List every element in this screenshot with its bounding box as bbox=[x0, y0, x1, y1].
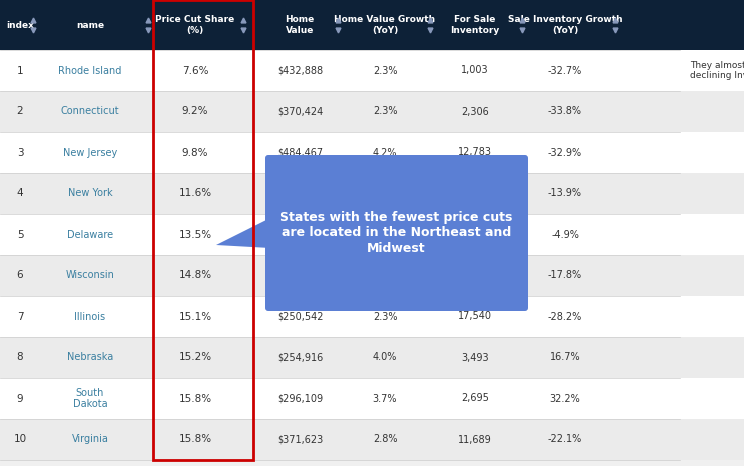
Text: 9,228: 9,228 bbox=[461, 270, 489, 281]
Text: -32.9%: -32.9% bbox=[548, 148, 582, 158]
Bar bbox=[0, 214, 744, 255]
Text: -22.1%: -22.1% bbox=[548, 434, 582, 445]
Text: -13.9%: -13.9% bbox=[548, 189, 582, 199]
Text: -32.7%: -32.7% bbox=[548, 66, 582, 75]
Text: 4.1%: 4.1% bbox=[373, 270, 397, 281]
Text: 2.3%: 2.3% bbox=[373, 66, 397, 75]
Text: Delaware: Delaware bbox=[67, 229, 113, 240]
Text: Nebraska: Nebraska bbox=[67, 352, 113, 363]
Text: New Jersey: New Jersey bbox=[63, 148, 117, 158]
Text: 1,003: 1,003 bbox=[461, 66, 489, 75]
Text: -33.8%: -33.8% bbox=[548, 107, 582, 116]
Text: South
Dakota: South Dakota bbox=[73, 388, 107, 409]
Text: 11.6%: 11.6% bbox=[179, 189, 211, 199]
Text: 32.2%: 32.2% bbox=[550, 393, 580, 404]
Bar bbox=[0, 296, 744, 337]
Text: 15.2%: 15.2% bbox=[179, 352, 211, 363]
Text: -28.2%: -28.2% bbox=[548, 311, 582, 322]
Text: 2.3%: 2.3% bbox=[373, 311, 397, 322]
Text: 2,695: 2,695 bbox=[461, 393, 489, 404]
Bar bbox=[0, 0, 744, 50]
Text: Illinois: Illinois bbox=[74, 311, 106, 322]
Text: $371,623: $371,623 bbox=[277, 434, 323, 445]
Text: $441,462: $441,462 bbox=[277, 189, 323, 199]
Text: For Sale
Inventory: For Sale Inventory bbox=[450, 15, 500, 34]
Text: 9: 9 bbox=[16, 393, 23, 404]
Bar bbox=[0, 255, 744, 296]
Text: 10: 10 bbox=[13, 434, 27, 445]
Text: Home
Value: Home Value bbox=[286, 15, 315, 34]
Text: They almost all have
declining Inventory: They almost all have declining Inventory bbox=[690, 61, 744, 80]
Polygon shape bbox=[216, 218, 270, 248]
Text: $432,888: $432,888 bbox=[277, 66, 323, 75]
Text: 3.7%: 3.7% bbox=[373, 393, 397, 404]
Text: 9.8%: 9.8% bbox=[182, 148, 208, 158]
Text: 16.7%: 16.7% bbox=[550, 352, 580, 363]
Text: 3: 3 bbox=[16, 148, 23, 158]
Text: Wisconsin: Wisconsin bbox=[65, 270, 115, 281]
Text: 4.0%: 4.0% bbox=[373, 352, 397, 363]
Text: -17.8%: -17.8% bbox=[548, 270, 582, 281]
Text: Home Value Growth
(YoY): Home Value Growth (YoY) bbox=[335, 15, 435, 34]
Text: Virginia: Virginia bbox=[71, 434, 109, 445]
Bar bbox=[0, 91, 744, 132]
Text: 4: 4 bbox=[16, 189, 23, 199]
Text: index: index bbox=[6, 21, 34, 29]
Text: $370,424: $370,424 bbox=[277, 107, 323, 116]
Text: $254,916: $254,916 bbox=[277, 352, 323, 363]
Text: 2: 2 bbox=[16, 107, 23, 116]
Bar bbox=[0, 132, 744, 173]
Bar bbox=[0, 173, 744, 214]
Text: 3,493: 3,493 bbox=[461, 352, 489, 363]
Text: 6: 6 bbox=[16, 270, 23, 281]
Text: $370,405: $370,405 bbox=[277, 229, 323, 240]
Text: 2,306: 2,306 bbox=[461, 107, 489, 116]
Text: 2.3%: 2.3% bbox=[373, 107, 397, 116]
Text: 2.8%: 2.8% bbox=[373, 189, 397, 199]
Text: 17,540: 17,540 bbox=[458, 311, 492, 322]
Text: 4.2%: 4.2% bbox=[373, 148, 397, 158]
Text: $484,467: $484,467 bbox=[277, 148, 323, 158]
Text: 15.8%: 15.8% bbox=[179, 393, 211, 404]
Text: States with the fewest price cuts
are located in the Northeast and
Midwest: States with the fewest price cuts are lo… bbox=[280, 212, 513, 254]
Text: 7.6%: 7.6% bbox=[182, 66, 208, 75]
Text: $250,542: $250,542 bbox=[277, 311, 323, 322]
Text: New York: New York bbox=[68, 189, 112, 199]
Text: Rhode Island: Rhode Island bbox=[58, 66, 122, 75]
Text: -4.9%: -4.9% bbox=[551, 229, 579, 240]
Text: 11,689: 11,689 bbox=[458, 434, 492, 445]
Text: 8: 8 bbox=[16, 352, 23, 363]
Bar bbox=[0, 337, 744, 378]
Text: 15.8%: 15.8% bbox=[179, 434, 211, 445]
Text: $296,109: $296,109 bbox=[277, 393, 323, 404]
Text: 14.8%: 14.8% bbox=[179, 270, 211, 281]
Bar bbox=[0, 378, 744, 419]
Text: Connecticut: Connecticut bbox=[61, 107, 119, 116]
Bar bbox=[0, 50, 744, 91]
Text: Price Cut Share
(%): Price Cut Share (%) bbox=[155, 15, 234, 34]
Text: 9.2%: 9.2% bbox=[182, 107, 208, 116]
Bar bbox=[0, 419, 744, 460]
Text: 1: 1 bbox=[16, 66, 23, 75]
Text: 1,888: 1,888 bbox=[461, 229, 489, 240]
Text: 13.5%: 13.5% bbox=[179, 229, 211, 240]
Text: 7: 7 bbox=[16, 311, 23, 322]
Text: 5: 5 bbox=[16, 229, 23, 240]
FancyBboxPatch shape bbox=[265, 155, 528, 311]
Text: 15.1%: 15.1% bbox=[179, 311, 211, 322]
Text: Sale Inventory Growth
(YoY): Sale Inventory Growth (YoY) bbox=[507, 15, 622, 34]
Text: $285,037: $285,037 bbox=[277, 270, 323, 281]
Text: 3.5%: 3.5% bbox=[373, 229, 397, 240]
Text: 33,719: 33,719 bbox=[458, 189, 492, 199]
Text: 2.8%: 2.8% bbox=[373, 434, 397, 445]
Bar bbox=[153, 0, 253, 460]
Text: 12,783: 12,783 bbox=[458, 148, 492, 158]
Text: name: name bbox=[76, 21, 104, 29]
